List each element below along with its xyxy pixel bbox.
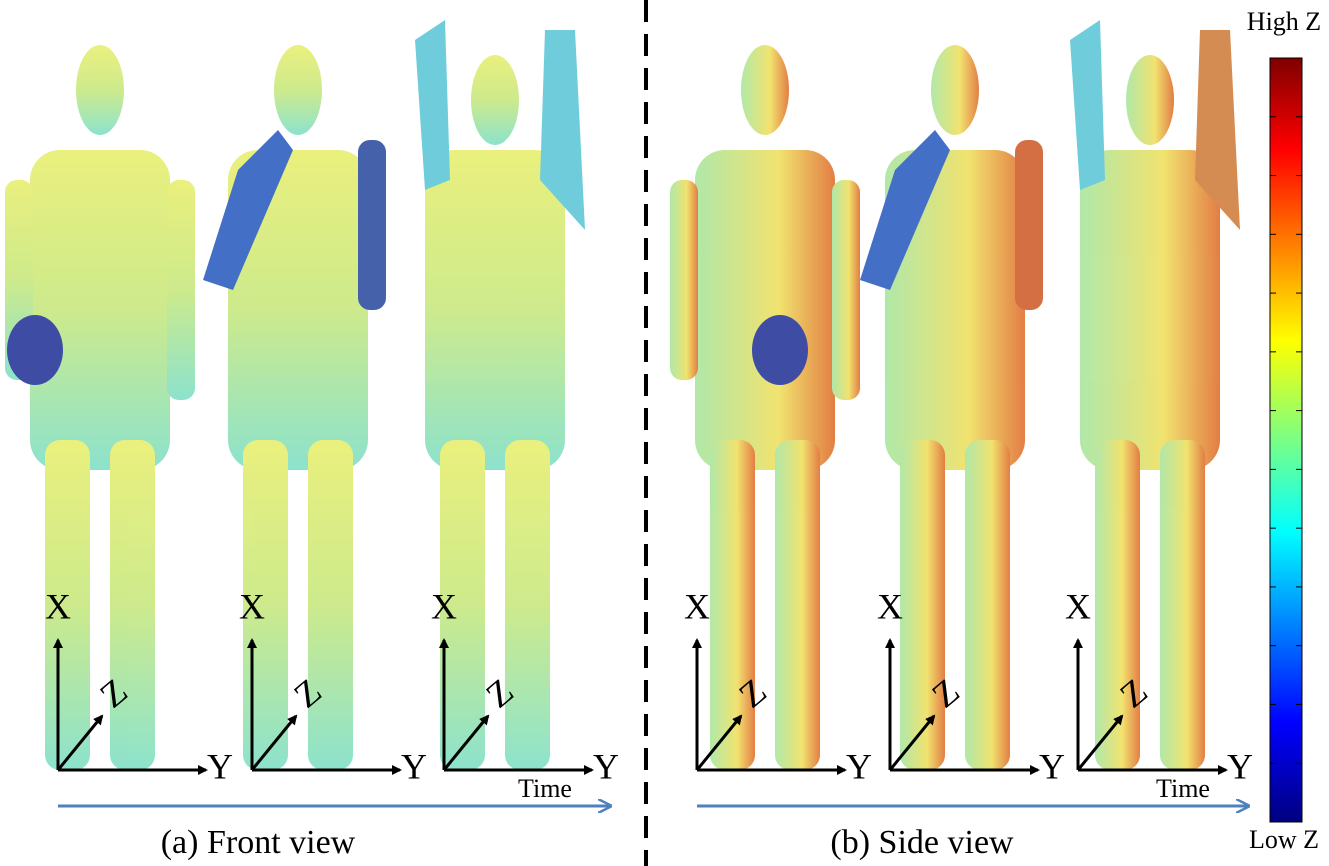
y-axis-label: Y: [1039, 746, 1065, 786]
colorbar-low: Low Z: [1249, 825, 1319, 854]
head: [1126, 55, 1174, 145]
leg: [710, 440, 755, 770]
person-silhouette: [5, 45, 195, 770]
arm: [1015, 140, 1043, 310]
torso: [30, 150, 170, 470]
colorbar: [1269, 57, 1303, 823]
panel-caption: (a) Front view: [161, 824, 356, 861]
torso: [425, 150, 565, 470]
z-axis-arrow: [250, 714, 298, 771]
torso: [1080, 150, 1220, 470]
hand: [7, 315, 63, 385]
leg: [110, 440, 155, 770]
leg: [440, 440, 485, 770]
person-silhouette: [1070, 20, 1240, 770]
y-axis-label: Y: [846, 746, 872, 786]
head: [931, 45, 979, 135]
panel-caption: (b) Side view: [830, 824, 1014, 861]
z-axis-arrow: [888, 714, 936, 771]
leg: [900, 440, 945, 770]
arm: [167, 180, 195, 400]
head: [274, 45, 322, 135]
z-axis-arrow: [695, 714, 743, 771]
head: [741, 45, 789, 135]
person-silhouette: [860, 45, 1043, 770]
leg: [45, 440, 90, 770]
torso: [695, 150, 835, 470]
arm: [1195, 30, 1240, 230]
arm: [358, 140, 386, 310]
x-axis-label: X: [239, 586, 265, 626]
leg: [505, 440, 550, 770]
y-axis-label: Y: [401, 746, 427, 786]
y-axis-label: Y: [593, 746, 619, 786]
x-axis-label: X: [684, 586, 710, 626]
arm: [203, 130, 293, 290]
torso: [885, 150, 1025, 470]
hand: [752, 315, 808, 385]
z-axis-arrow: [56, 714, 104, 771]
x-axis-label: X: [431, 586, 457, 626]
x-axis-label: X: [1065, 586, 1091, 626]
z-axis-arrow: [1076, 714, 1124, 771]
leg: [1160, 440, 1205, 770]
colorbar-high: High Z: [1247, 7, 1321, 36]
time-label: Time: [1156, 774, 1210, 803]
arm: [540, 30, 585, 230]
leg: [965, 440, 1010, 770]
y-axis-label: Y: [207, 746, 233, 786]
time-label: Time: [518, 774, 572, 803]
x-axis-label: X: [45, 586, 71, 626]
arm: [670, 180, 698, 380]
y-axis-label: Y: [1227, 746, 1253, 786]
person-silhouette: [203, 45, 386, 770]
leg: [775, 440, 820, 770]
head: [76, 45, 124, 135]
arm: [860, 130, 950, 290]
torso: [228, 150, 368, 470]
arm: [415, 20, 450, 190]
leg: [243, 440, 288, 770]
person-silhouette: [670, 45, 860, 770]
leg: [1095, 440, 1140, 770]
x-axis-label: X: [877, 586, 903, 626]
leg: [308, 440, 353, 770]
head: [471, 55, 519, 145]
z-axis-arrow: [442, 714, 490, 771]
person-silhouette: [415, 20, 585, 770]
arm: [832, 180, 860, 400]
arm: [1070, 20, 1105, 190]
